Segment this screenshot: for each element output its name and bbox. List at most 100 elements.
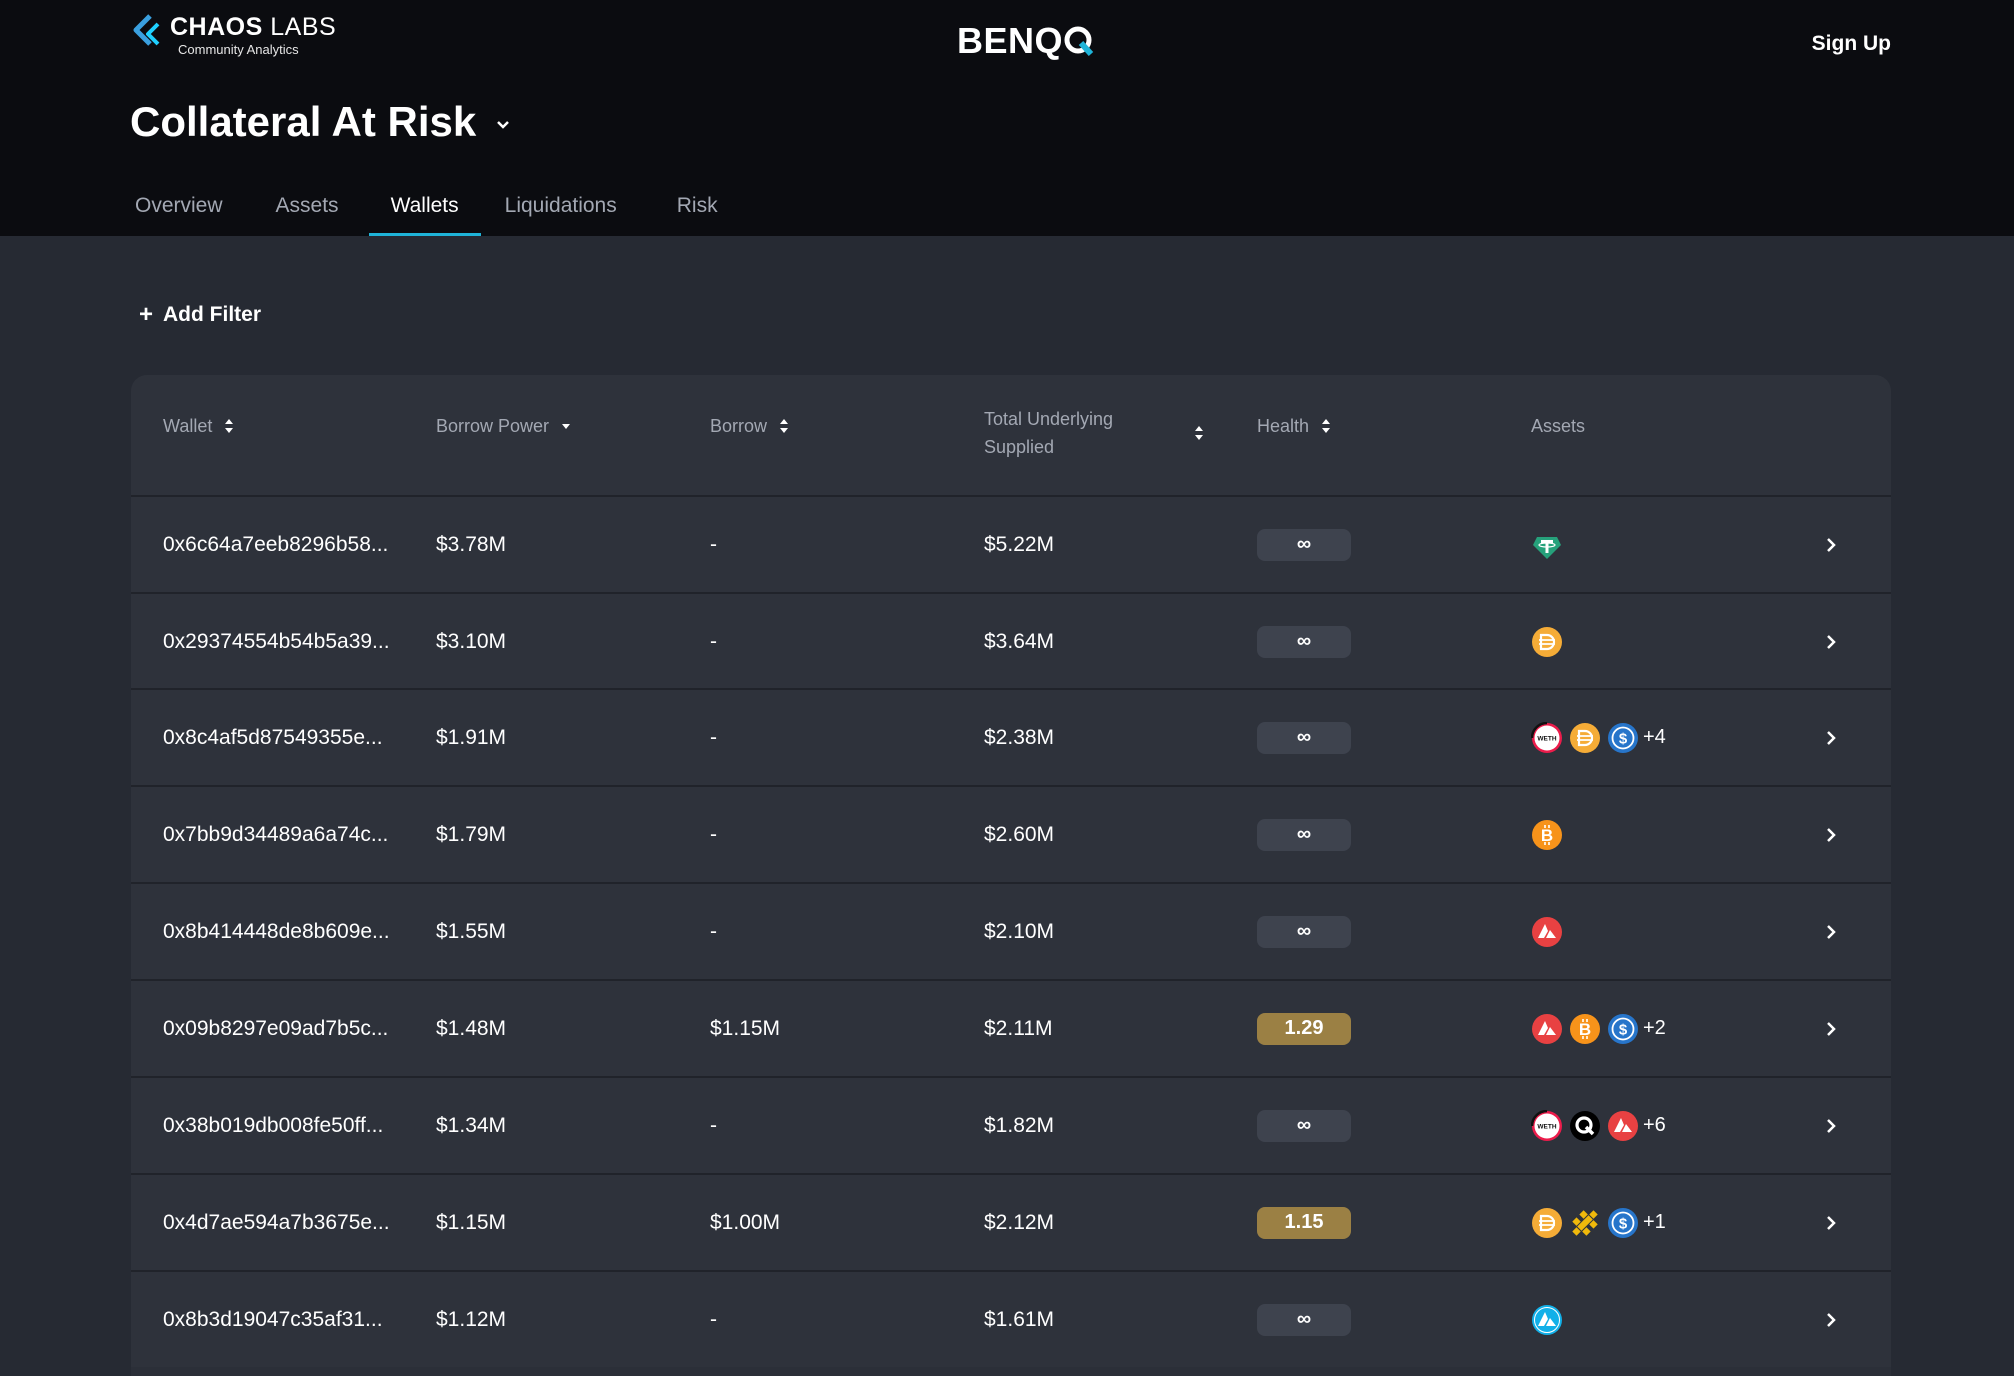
wallet-address[interactable]: 0x38b019db008fe50ff... [163,1113,384,1137]
wallet-address[interactable]: 0x8c4af5d87549355e... [163,725,383,749]
asset-icons [1531,497,1567,592]
usdt-icon [1531,529,1563,561]
borrow-value: $1.00M [710,1210,781,1234]
plus-icon: + [139,301,154,328]
more-assets-count: +2 [1643,1017,1666,1039]
table-row[interactable]: 0x29374554b54b5a39... $3.10M - $3.64M ∞ [131,592,1891,689]
column-header-health[interactable]: Health [1257,411,1331,441]
chevron-right-icon[interactable] [1825,787,1837,882]
chevron-right-icon[interactable] [1825,1175,1837,1270]
wallet-address[interactable]: 0x6c64a7eeb8296b58... [163,532,389,556]
svg-text:WETH: WETH [1537,1123,1556,1130]
wallet-address[interactable]: 0x09b8297e09ad7b5c... [163,1016,389,1040]
table-row[interactable]: 0x6c64a7eeb8296b58... $3.78M - $5.22M ∞ [131,495,1891,592]
tab-bar: Overview Assets Wallets Liquidations Ris… [130,180,718,236]
svg-text:$: $ [1619,730,1628,747]
wallet-address[interactable]: 0x29374554b54b5a39... [163,629,390,653]
wallet-address[interactable]: 0x8b414448de8b609e... [163,919,390,943]
tab-risk[interactable]: Risk [676,194,718,217]
dai-icon [1569,722,1601,754]
borrow-value: - [710,725,717,749]
tab-liquidations[interactable]: Liquidations [504,194,617,217]
add-filter-button[interactable]: + Add Filter [139,301,261,329]
borrow-power-value: $1.15M [436,1210,507,1234]
total-supplied-value: $3.64M [984,629,1055,653]
health-badge: ∞ [1257,1109,1351,1142]
dai-icon [1531,1207,1563,1239]
sort-icon [1322,419,1331,433]
borrow-power-value: $1.48M [436,1016,507,1040]
total-supplied-value: $2.12M [984,1210,1055,1234]
borrow-power-value: $1.91M [436,725,507,749]
sort-icon [225,419,234,433]
tab-assets[interactable]: Assets [275,194,339,217]
svg-text:$: $ [1619,1021,1628,1038]
chevron-right-icon[interactable] [1825,594,1837,689]
column-label: Borrow [710,415,768,436]
table-header: Wallet Borrow Power Borrow Total Underly… [131,375,1891,495]
total-supplied-value: $2.11M [984,1016,1053,1040]
avax-icon [1607,1110,1639,1142]
dai-icon [1531,626,1563,658]
borrow-value: $1.15M [710,1016,781,1040]
column-header-total-underlying-supplied[interactable]: Total Underlying Supplied [984,405,1224,461]
chevron-right-icon[interactable] [1825,1272,1837,1367]
health-badge: 1.29 [1257,1012,1351,1045]
qi-icon [1569,1110,1601,1142]
wallet-address[interactable]: 0x7bb9d34489a6a74c... [163,822,389,846]
borrow-value: - [710,822,717,846]
sort-desc-icon [562,424,571,429]
column-header-wallet[interactable]: Wallet [163,411,234,441]
asset-icons [1531,594,1567,689]
avax-icon [1531,916,1563,948]
asset-icons: WETH +6 [1531,1078,1666,1173]
table-row[interactable]: 0x09b8297e09ad7b5c... $1.48M $1.15M $2.11M 1… [131,979,1891,1076]
weth-icon: WETH [1531,721,1563,754]
chevron-right-icon[interactable] [1825,690,1837,785]
health-badge: ∞ [1257,721,1351,754]
column-header-borrow-power[interactable]: Borrow Power [436,411,571,441]
borrow-power-value: $3.10M [436,629,507,653]
column-label: Total Underlying [984,409,1114,429]
borrow-value: - [710,1307,717,1331]
wallet-address[interactable]: 0x8b3d19047c35af31... [163,1307,383,1331]
wallet-address[interactable]: 0x4d7ae594a7b3675e... [163,1210,390,1234]
chevron-right-icon[interactable] [1825,981,1837,1076]
table-row[interactable]: 0x8c4af5d87549355e... $1.91M - $2.38M ∞ WETH $… [131,688,1891,785]
tab-wallets[interactable]: Wallets [368,180,481,236]
chaos-labs-logo[interactable]: CHAOS LABS Community Analytics [130,12,336,57]
svg-text:B: B [1579,1020,1591,1039]
borrow-power-value: $1.12M [436,1307,507,1331]
column-label: Supplied [984,437,1055,457]
chevron-right-icon[interactable] [1825,884,1837,979]
table-row[interactable]: 0x38b019db008fe50ff... $1.34M - $1.82M ∞ WETH… [131,1076,1891,1173]
more-assets-count: +6 [1643,1114,1666,1136]
chevron-down-icon[interactable] [496,120,510,130]
total-supplied-value: $5.22M [984,532,1055,556]
total-supplied-value: $1.82M [984,1113,1055,1137]
column-label: Health [1257,415,1310,436]
asset-icons: $ +1 [1531,1175,1666,1270]
top-header: CHAOS LABS Community Analytics BENQ Sign… [0,0,2014,236]
health-badge: ∞ [1257,528,1351,561]
table-row[interactable]: 0x8b414448de8b609e... $1.55M - $2.10M ∞ [131,882,1891,979]
svg-text:WETH: WETH [1537,735,1556,742]
column-header-borrow[interactable]: Borrow [710,411,789,441]
borrow-value: - [710,1113,717,1137]
benqi-brand-logo: BENQ [957,20,1094,62]
chevron-right-icon[interactable] [1825,497,1837,592]
page-title: Collateral At Risk [130,98,477,145]
tab-overview[interactable]: Overview [135,194,223,217]
borrow-value: - [710,629,717,653]
btc-icon: B [1569,1013,1601,1045]
sign-up-button[interactable]: Sign Up [1811,32,1891,55]
chevron-right-icon[interactable] [1825,1078,1837,1173]
asset-icons [1531,1272,1567,1367]
column-header-assets: Assets [1531,411,1585,441]
table-row[interactable]: 0x8b3d19047c35af31... $1.12M - $1.61M ∞ [131,1270,1891,1367]
savax-icon [1531,1304,1563,1336]
table-row[interactable]: 0x7bb9d34489a6a74c... $1.79M - $2.60M ∞ B [131,785,1891,882]
health-badge: ∞ [1257,915,1351,948]
busd-icon [1569,1207,1601,1239]
table-row[interactable]: 0x4d7ae594a7b3675e... $1.15M $1.00M $2.12M 1… [131,1173,1891,1270]
